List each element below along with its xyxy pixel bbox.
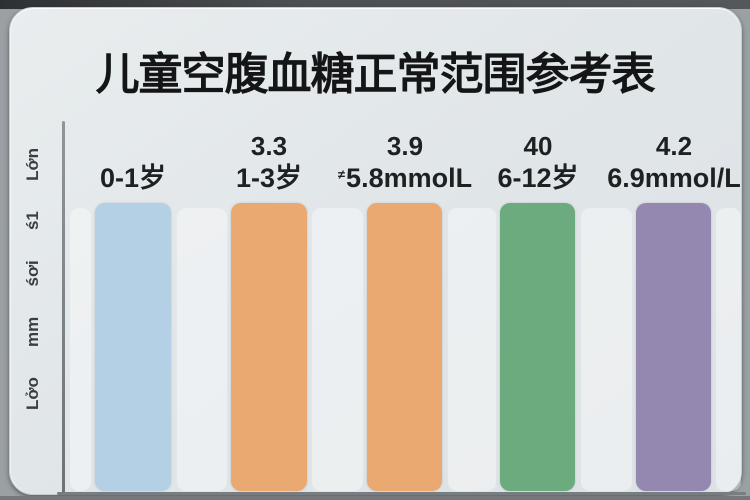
- chart-title: 儿童空腹血糖正常范围参考表: [95, 50, 656, 99]
- y-axis-word: śơi: [23, 260, 42, 287]
- column-header-3: 3.9 ≠5.8mmolL: [325, 131, 485, 193]
- y-axis-word: mm: [23, 316, 42, 347]
- y-axis-label: Lởo mm śơi ś1 Lớn: [18, 148, 48, 410]
- bar-range-5-8: [367, 203, 442, 491]
- column-header-4: 40 6-12岁: [458, 131, 618, 193]
- bar-age-6-12: [500, 203, 575, 491]
- frame-bottom-edge: [0, 496, 750, 500]
- column-label: 6.9mmol/L: [607, 163, 741, 193]
- column-label-text: 5.8mmolL: [346, 163, 473, 193]
- column-value: 4.2: [655, 131, 693, 161]
- ghost-column: [70, 208, 91, 491]
- y-axis-line: [62, 121, 65, 494]
- column-value: 3.9: [386, 131, 424, 161]
- column-header-5: 4.2 6.9mmol/L: [594, 131, 750, 193]
- bar-range-6-9: [636, 203, 711, 491]
- ghost-column: [312, 208, 363, 491]
- bar-age-1-3: [231, 203, 307, 491]
- ghost-column: [581, 208, 632, 491]
- column-header-2: 3.3 1-3岁: [189, 131, 349, 193]
- frame-top-edge: [0, 0, 750, 9]
- ghost-column: [448, 208, 496, 491]
- column-value: 40: [523, 131, 553, 161]
- bar-age-0-1: [95, 203, 171, 491]
- column-label: 1-3岁: [235, 163, 303, 193]
- y-axis-word: ś1: [23, 211, 42, 231]
- y-axis-word: Lớn: [23, 148, 42, 181]
- y-axis-word: Lởo: [23, 377, 42, 410]
- ghost-column: [177, 208, 227, 491]
- column-label: 6-12岁: [497, 163, 579, 193]
- column-label: 0-1岁: [99, 163, 167, 193]
- ghost-column: [716, 208, 741, 491]
- column-value: 3.3: [250, 131, 288, 161]
- x-axis-line: [57, 492, 746, 495]
- column-label: ≠5.8mmolL: [325, 163, 485, 193]
- range-mark: ≠: [337, 167, 346, 182]
- column-header-1: 0-1岁: [53, 132, 213, 193]
